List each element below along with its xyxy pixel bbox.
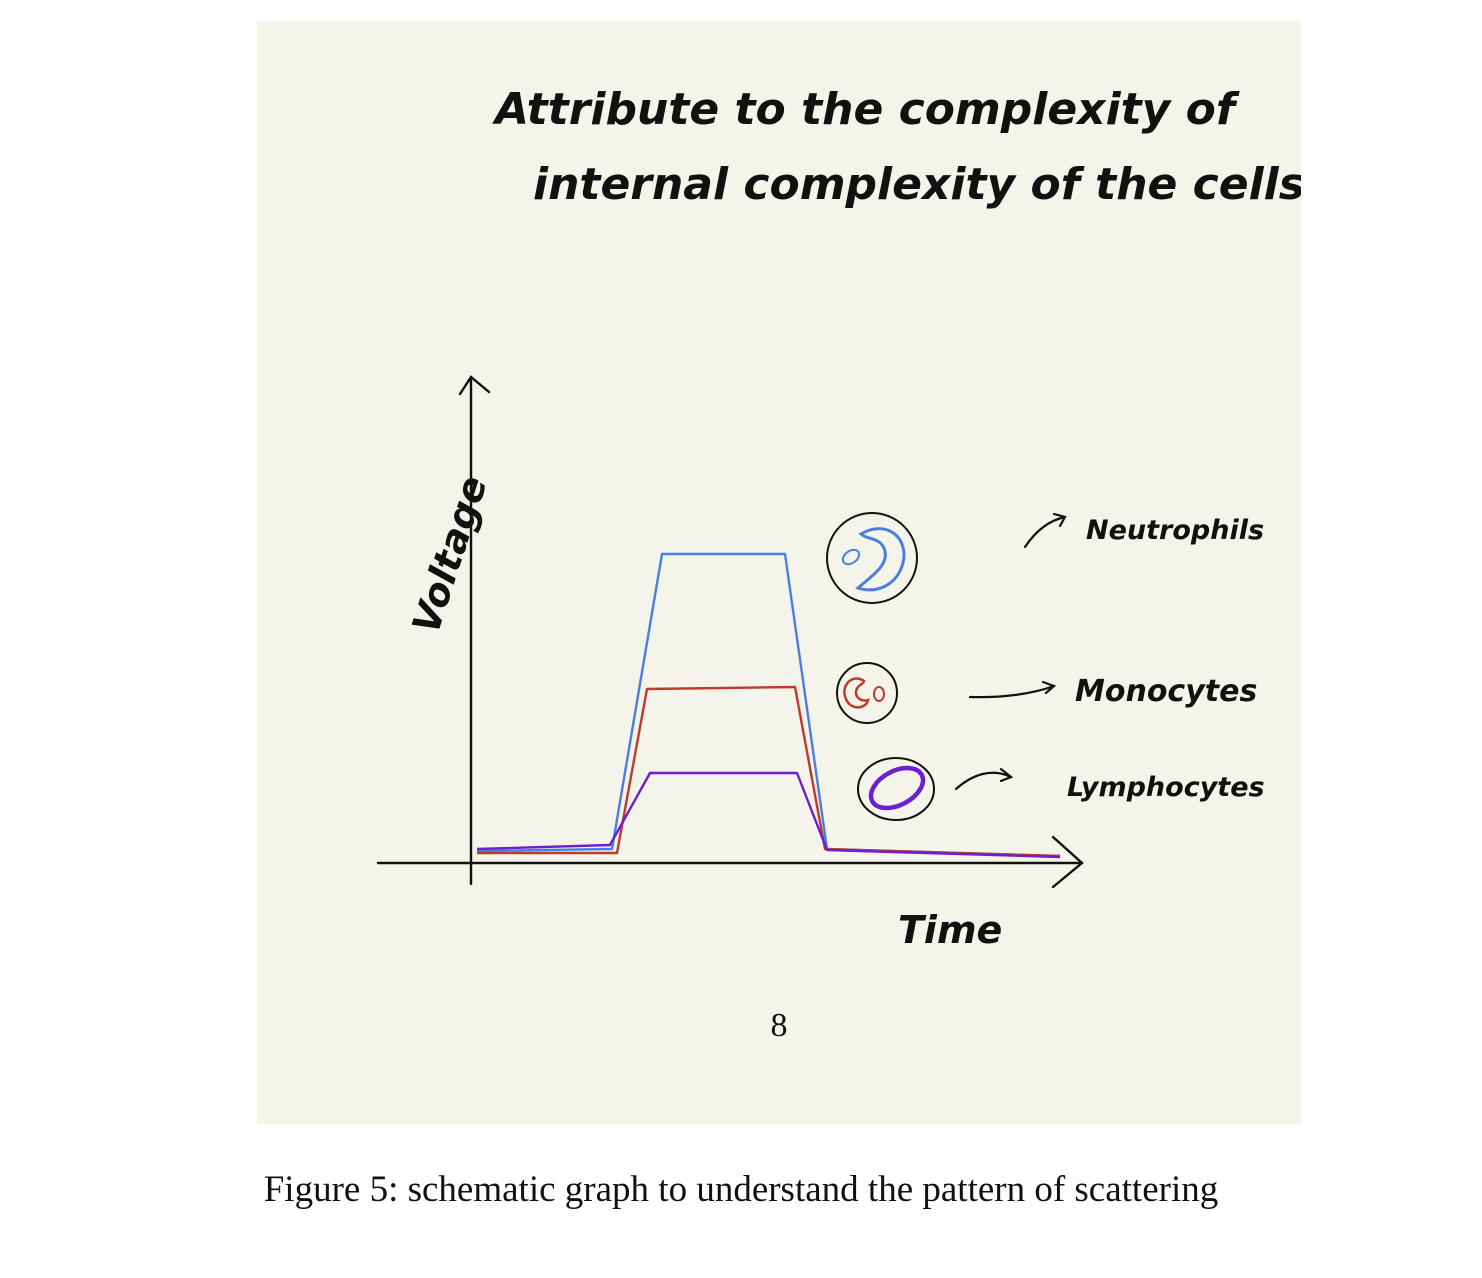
x-axis-label: Time [898,908,1002,952]
lymphocyte-cell-icon [857,757,935,821]
pointer-arrows [954,512,1067,791]
figure-caption: Figure 5: schematic graph to understand … [263,1169,1219,1210]
monocyte-cell-icon [836,662,898,724]
scattering-diagram: Attribute to the complexity of internal … [376,84,1301,1044]
lymphocytes-pulse-line [476,771,1061,859]
neutrophil-cell-icon [826,512,918,604]
neutrophils-pulse-line [476,552,1061,858]
y-axis-label: Voltage [404,471,496,639]
neutrophils-arrow [1023,515,1067,549]
axes [376,375,1084,889]
title-line-2: internal complexity of the cells. [533,159,1301,210]
title-line-1: Attribute to the complexity of [492,84,1240,135]
x-axis-arrowhead [1051,835,1084,889]
lymphocytes-arrowhead [999,767,1014,783]
page-number: 8 [771,1007,788,1044]
lymphocytes-arrow [954,771,1013,791]
figure-panel: Attribute to the complexity of internal … [257,21,1301,1124]
monocytes-arrowhead [1041,680,1057,695]
monocytes-pulse-line [477,685,1061,858]
neutrophils-label: Neutrophils [1086,515,1264,546]
lymphocytes-label: Lymphocytes [1067,772,1265,803]
neutrophils-arrowhead [1052,512,1067,528]
monocytes-label: Monocytes [1075,674,1257,709]
y-axis-arrowhead [458,375,491,396]
monocytes-arrow [968,684,1056,699]
